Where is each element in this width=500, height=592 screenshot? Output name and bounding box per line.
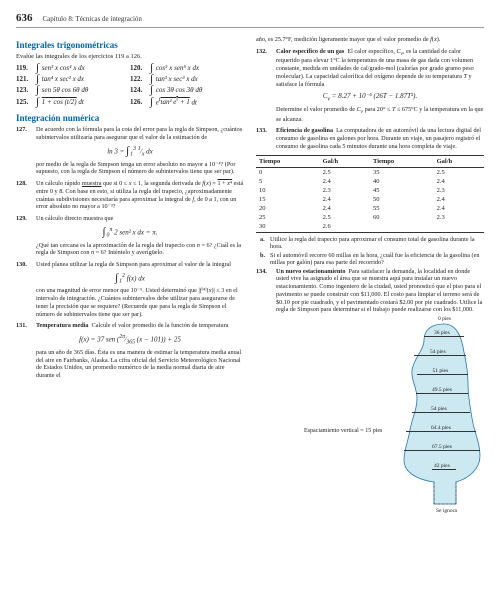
measure-text: 49.5 pies — [432, 387, 452, 393]
problem-continuation: Determine el valor promedio de Cv para 2… — [256, 106, 484, 123]
section-heading-trig: Integrales trigonométricas — [16, 40, 244, 50]
measure-line — [404, 450, 480, 451]
problem: 133.Eficiencia de gasolina La computador… — [256, 127, 484, 150]
problem-continuation: para un año de 365 días. Ésta es una man… — [16, 349, 244, 380]
right-column: año, es 25.7°F, medición ligeramente may… — [256, 36, 484, 508]
exercise-item: 123.∫ sen 5θ cos 6θ dθ — [16, 86, 130, 94]
measure-line — [424, 336, 464, 337]
main-columns: Integrales trigonométricas Evalúe las in… — [16, 36, 484, 508]
measure-text: 67.5 pies — [432, 444, 452, 450]
measure-line — [414, 355, 466, 356]
measure-text: 51 pies — [433, 368, 449, 374]
problem: 129.Un cálculo directo muestra que — [16, 215, 244, 223]
subitem: b.Si el automóvil recorre 60 millas en l… — [260, 252, 484, 266]
problem: 127.De acuerdo con la fórmula para la co… — [16, 126, 244, 142]
measure-0: 0 pies — [438, 316, 451, 322]
formula: f(x) = 37 sen (2π⁄365 (x − 101)) + 25 — [16, 334, 244, 346]
ignore-dash — [432, 482, 460, 506]
measure-line — [406, 431, 476, 432]
measure-text: 54 pies — [431, 406, 447, 412]
exercise-item: 122.∫ tan³ x sec³ x dx — [130, 75, 244, 83]
formula: ∫0π 2 sen² x dx = π. — [16, 227, 244, 239]
exercise-item: 119.∫ sen³ x cos⁴ x dx — [16, 64, 130, 72]
measure-line — [432, 469, 456, 470]
measure-text: 36 pies — [434, 330, 450, 336]
measure-line — [417, 374, 468, 375]
measure-line — [412, 412, 470, 413]
formula: ln 3 = ∫13 1⁄x dx — [16, 146, 244, 158]
subitem: a.Utilice la regla del trapecio para apr… — [260, 236, 484, 250]
formula: ∫12 f(x) dx — [16, 273, 244, 285]
problem: 132.Calor específico de un gas El calor … — [256, 48, 484, 89]
page-number: 636 — [16, 12, 33, 24]
measure-text: 64.4 pies — [431, 425, 451, 431]
problem: 131.Temperatura media Calcule el valor p… — [16, 322, 244, 330]
measure-text: 54 pies — [430, 349, 446, 355]
formula: Cv = 8.27 + 10⁻⁵ (26T − 1.87T²). — [256, 92, 484, 102]
lot-shape — [384, 318, 484, 508]
ignore-label: Se ignora — [436, 508, 457, 514]
problem: 134.Un nuevo estacionamiento Para satisf… — [256, 268, 484, 315]
data-table: TiempoGal/hTiempoGal/h02.5352.552.4402.4… — [256, 155, 484, 233]
right-problems: 132.Calor específico de un gas El calor … — [256, 48, 484, 314]
exercise-grid: 119.∫ sen³ x cos⁴ x dx120.∫ cos⁵ x sen⁵ … — [16, 64, 244, 109]
problem-continuation: con una magnitud de error menor que 10⁻⁵… — [16, 287, 244, 318]
measure-text: 42 pies — [434, 463, 450, 469]
exercise-item: 124.∫ cos 3θ cos 3θ dθ — [130, 86, 244, 94]
page-header: 636 Capítulo 8: Técnicas de integración — [16, 12, 484, 28]
continuation-text: año, es 25.7°F, medición ligeramente may… — [256, 36, 484, 44]
measure-line — [416, 393, 468, 394]
left-column: Integrales trigonométricas Evalúe las in… — [16, 36, 244, 508]
problem: 128.Un cálculo rápido muestra que si 0 ≤… — [16, 180, 244, 211]
exercise-item: 121.∫ tan⁴ x sec² x dx — [16, 75, 130, 83]
instruction-trig: Evalúe las integrales de los ejercicios … — [16, 53, 244, 60]
problem-continuation: por medio de la regla de Simpson tenga u… — [16, 161, 244, 177]
section-heading-numeric: Integración numérica — [16, 113, 244, 123]
problem-continuation: ¿Qué tan cercana es la aproximación de l… — [16, 242, 244, 258]
problem: 130.Usted planea utilizar la regla de Si… — [16, 261, 244, 269]
spacing-label: Espaciamiento vertical = 15 pies — [304, 428, 382, 434]
chapter-title: Capítulo 8: Técnicas de integración — [43, 15, 142, 23]
exercise-item: 125.∫ 1 + cos (t/2) dt — [16, 97, 130, 106]
parking-diagram: 0 pies 36 pies 54 pies 51 pies 49.5 pies 54 … — [384, 318, 484, 508]
exercise-item: 126.∫ ettan² et + 1 dt — [130, 97, 244, 106]
exercise-item: 120.∫ cos⁵ x sen⁵ x dx — [130, 64, 244, 72]
left-problems: 127.De acuerdo con la fórmula para la co… — [16, 126, 244, 380]
